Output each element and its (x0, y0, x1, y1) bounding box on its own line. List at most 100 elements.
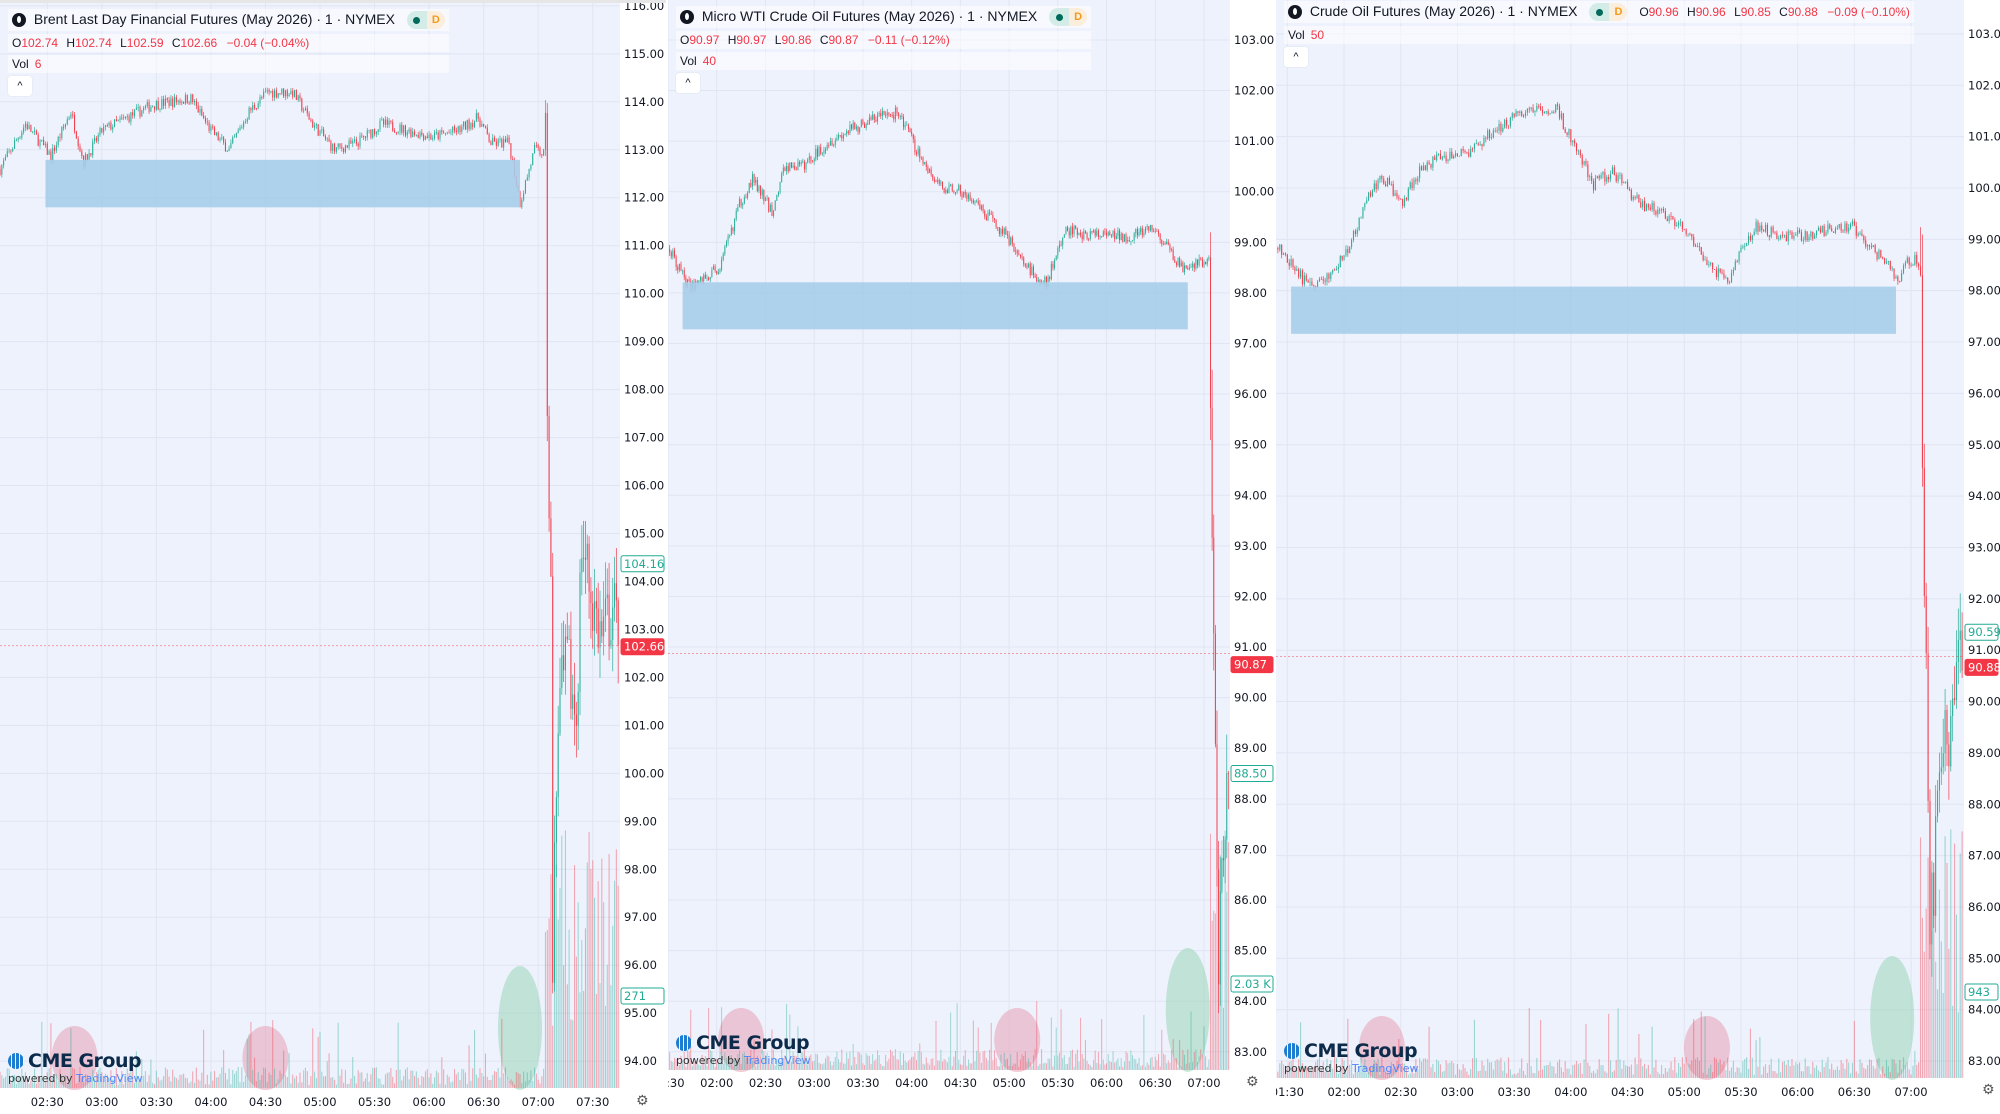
volume-bar (1570, 1074, 1572, 1078)
volume-bar (294, 1078, 296, 1088)
candle-body (967, 194, 969, 199)
candle-body (1819, 227, 1821, 233)
volume-bar (1553, 1066, 1555, 1078)
volume-bar (134, 1082, 136, 1088)
price-axis[interactable] (1230, 0, 1275, 1070)
volume-bar (1417, 1069, 1419, 1078)
candle-body (435, 132, 437, 134)
status-badge[interactable]: D (406, 11, 445, 30)
settings-gear-icon[interactable]: ⚙ (1246, 1074, 1259, 1090)
volume-bar (130, 1070, 132, 1088)
candle-body (1322, 279, 1324, 281)
candle-body (911, 132, 913, 135)
candle-body (1853, 221, 1855, 226)
collapse-legend-button[interactable]: ^ (8, 76, 32, 97)
collapse-legend-button[interactable]: ^ (1284, 47, 1308, 68)
support-zone-rectangle[interactable] (682, 282, 1188, 330)
volume-bar (1861, 1062, 1863, 1078)
tradingview-link[interactable]: TradingView (744, 1054, 811, 1067)
volume-bar (268, 1072, 270, 1088)
symbol-title-row[interactable]: Crude Oil Futures (May 2026) · 1 · NYMEX… (1284, 1, 1914, 24)
candle-body (263, 91, 265, 98)
volume-bar (1604, 1071, 1606, 1078)
candle-body (1912, 264, 1914, 266)
price-axis[interactable] (1964, 0, 2000, 1078)
chart-panel-micro-wti[interactable]: 83.00 84.00 85.00 86.00 87.00 88.00 89.00 90.00… (668, 0, 1275, 1111)
candle-body (228, 148, 230, 152)
price-chart[interactable]: 83.0084.0085.0086.0087.0088.0089.0090.00… (668, 0, 1275, 1111)
support-zone-rectangle[interactable] (45, 159, 521, 208)
volume-bar (534, 1067, 536, 1088)
settings-gear-icon[interactable]: ⚙ (636, 1093, 649, 1109)
candle-body (617, 600, 619, 646)
price-tick-label: 95.00 (624, 1006, 657, 1020)
volume-bar (1613, 1070, 1615, 1078)
candle-body (1821, 226, 1823, 233)
collapse-legend-button[interactable]: ^ (676, 73, 700, 94)
cme-logo[interactable]: CME Group powered by TradingView (1284, 1040, 1418, 1075)
price-axis[interactable] (620, 3, 666, 1088)
symbol-title-row[interactable]: Micro WTI Crude Oil Futures (May 2026) ·… (676, 6, 1092, 29)
open-value: 102.74 (21, 36, 59, 51)
chart-panel-crude-oil[interactable]: 83.00 84.00 85.00 86.00 87.00 88.00 89.00 90.00… (1276, 0, 2000, 1111)
volume-bar (301, 1082, 303, 1088)
chart-panel-brent[interactable]: 94.00 95.00 96.00 97.00 98.00 99.00 100.00 101.… (0, 0, 666, 1111)
candle-body (1449, 151, 1451, 160)
candle-body (1388, 177, 1390, 185)
symbol-title-row[interactable]: Brent Last Day Financial Futures (May 20… (8, 9, 449, 32)
settings-gear-icon[interactable]: ⚙ (1982, 1082, 1995, 1098)
change-value: −0.09 (−0.10%) (1827, 5, 1910, 19)
candle-body (1219, 891, 1221, 985)
volume-bar (756, 1055, 758, 1070)
volume-bar (1190, 1011, 1192, 1070)
volume-bar (857, 1052, 859, 1070)
tradingview-link[interactable]: TradingView (76, 1072, 143, 1085)
volume-bar (1865, 1068, 1867, 1078)
volume-bar (1774, 1071, 1776, 1078)
volume-bar (933, 1065, 935, 1070)
volume-bar (119, 1079, 121, 1088)
price-tick-label: 94.00 (1234, 488, 1267, 502)
candle-body (108, 122, 110, 126)
volume-bar (1360, 1057, 1362, 1078)
volume-bar (740, 1063, 742, 1070)
candle-body (344, 145, 346, 153)
volume-bar (1127, 1053, 1129, 1070)
volume-bar (867, 1055, 869, 1070)
status-badge[interactable]: D (1049, 8, 1088, 27)
support-zone-rectangle[interactable] (1291, 286, 1896, 334)
tradingview-link[interactable]: TradingView (1352, 1062, 1419, 1075)
candle-body (1927, 653, 1929, 801)
price-chart[interactable]: 94.0095.0096.0097.0098.0099.00100.00101.… (0, 3, 666, 1114)
candle-body (564, 636, 566, 671)
volume-bar (1398, 1038, 1400, 1078)
volume-bar (1451, 1061, 1453, 1078)
volume-bar (1063, 1055, 1065, 1070)
candle-body (1456, 153, 1459, 156)
volume-bar (1277, 1071, 1279, 1078)
candle-body (1948, 744, 1950, 767)
candle-body (1158, 231, 1160, 235)
candle-body (1619, 174, 1621, 176)
volume-bar (1897, 1072, 1899, 1078)
candle-body (286, 90, 288, 97)
candle-body (123, 117, 125, 118)
volume-bar (3, 1078, 5, 1088)
status-badge[interactable]: D (1589, 3, 1628, 22)
candle-body (1844, 223, 1846, 231)
volume-bar (972, 1020, 974, 1070)
price-chart[interactable]: 83.0084.0085.0086.0087.0088.0089.0090.00… (1276, 0, 2000, 1111)
cme-logo[interactable]: CME Group powered by TradingView (676, 1032, 810, 1067)
volume-bar (97, 1069, 99, 1088)
volume-bar (1555, 1073, 1557, 1078)
volume-bar (206, 1074, 208, 1088)
candle-body (583, 557, 585, 559)
volume-bar (363, 1081, 365, 1088)
volume-bar (1817, 1070, 1820, 1078)
time-tick-label: 06:30 (467, 1095, 500, 1109)
volume-bar (94, 1078, 96, 1088)
candle-body (315, 124, 317, 126)
price-tick-label: 92.00 (1968, 592, 2000, 606)
candle-body (1585, 160, 1587, 165)
cme-logo[interactable]: CME Group powered by TradingView (8, 1050, 142, 1085)
